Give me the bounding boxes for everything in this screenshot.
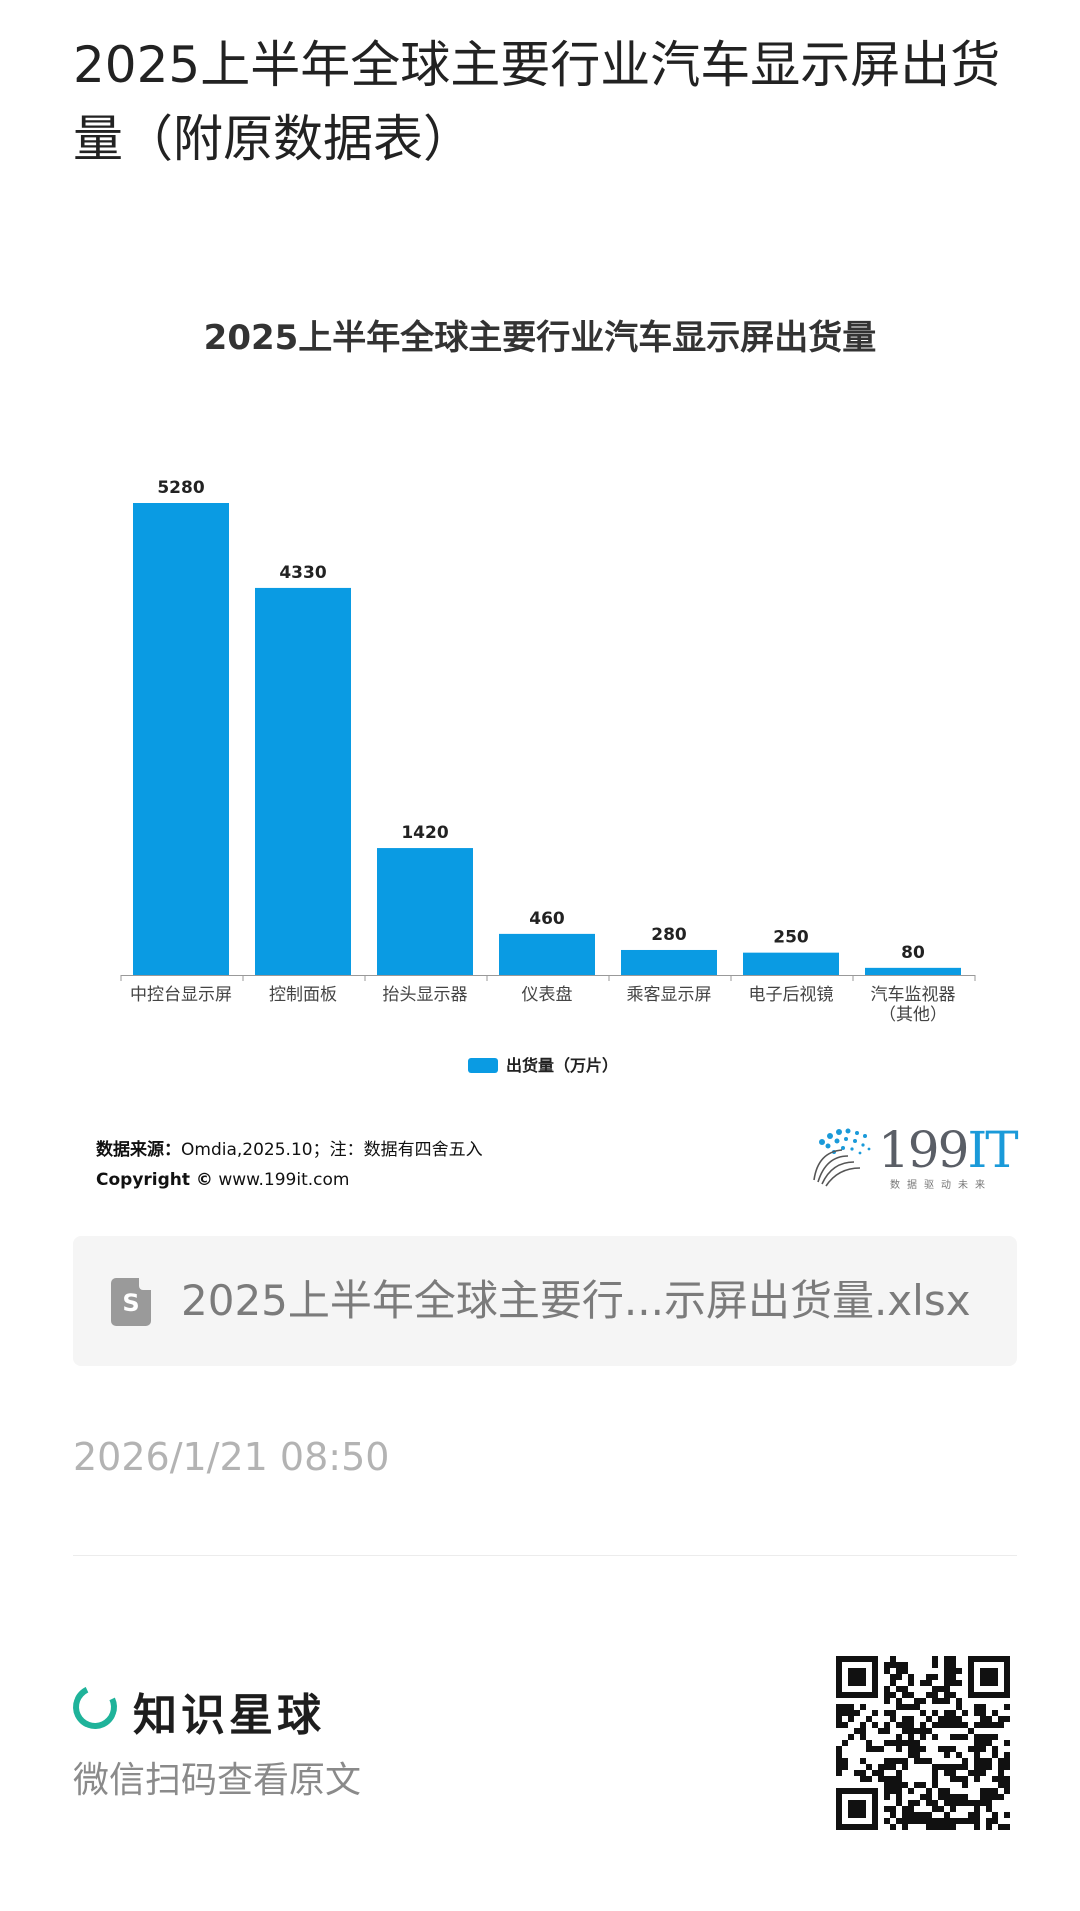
source-text: Omdia,2025.10；注：数据有四舍五入 — [181, 1140, 483, 1160]
bar — [377, 848, 473, 975]
chart-image: 2025上半年全球主要行业汽车显示屏出货量 5280 中控台显示屏 4330 控制面板… — [0, 290, 1080, 1090]
file-name: 2025上半年全球主要行...示屏出货量.xlsx — [181, 1276, 971, 1325]
logo-tagline: 数据驱动未来 — [890, 1180, 992, 1191]
copyright-text: www.199it.com — [212, 1170, 350, 1190]
bar — [499, 933, 595, 975]
brand-name: 知识星球 — [133, 1690, 325, 1741]
zsxq-logo-icon — [66, 1678, 124, 1736]
bar-value-label: 460 — [529, 909, 565, 929]
bar — [621, 949, 717, 975]
legend-swatch — [468, 1058, 498, 1073]
logo-199it: 199IT 数据驱动未来 — [808, 1122, 1019, 1194]
copyright-label: Copyright © — [96, 1170, 213, 1190]
chart-title: 2025上半年全球主要行业汽车显示屏出货量 — [203, 318, 877, 358]
post-timestamp: 2026/1/21 08:50 — [73, 1435, 390, 1479]
x-tick-label: 控制面板 — [269, 985, 337, 1005]
bar-value-label: 4330 — [279, 563, 326, 583]
source-note: 数据来源：Omdia,2025.10；注：数据有四舍五入 Copyright ©… — [96, 1135, 483, 1195]
bar-chart: 5280 中控台显示屏 4330 控制面板 1420 抬头显示器 460 仪表盘 280 乘客显示… — [120, 478, 976, 1075]
qr-code-icon[interactable] — [836, 1656, 1010, 1830]
page-title: 2025上半年全球主要行业汽车显示屏出货量（附原数据表） — [73, 36, 1001, 168]
spreadsheet-file-icon: S — [111, 1278, 151, 1326]
bar — [255, 587, 351, 975]
bar-value-label: 80 — [901, 943, 925, 963]
logo-wordmark: 199IT — [878, 1121, 1019, 1179]
bar-value-label: 250 — [773, 928, 809, 948]
divider — [73, 1555, 1017, 1556]
source-label: 数据来源： — [96, 1140, 181, 1160]
x-tick-label: 乘客显示屏 — [627, 985, 712, 1005]
legend-label: 出货量（万片） — [506, 1056, 618, 1075]
x-tick-label: 电子后视镜 — [749, 985, 834, 1005]
x-tick-label: 汽车监视器 — [871, 985, 956, 1005]
bar — [133, 503, 229, 975]
scan-hint: 微信扫码查看原文 — [73, 1760, 362, 1801]
x-tick-label: 抬头显示器 — [383, 985, 468, 1005]
bar — [865, 967, 961, 975]
bar — [743, 952, 839, 975]
bar-value-label: 280 — [651, 925, 687, 945]
x-tick-label: （其他） — [879, 1005, 947, 1025]
bar-value-label: 1420 — [401, 823, 448, 843]
x-tick-label: 中控台显示屏 — [130, 985, 232, 1005]
dots-logo-icon — [813, 1128, 871, 1187]
bar-value-label: 5280 — [157, 478, 204, 498]
x-tick-label: 仪表盘 — [522, 985, 573, 1005]
attachment-file-card[interactable]: S 2025上半年全球主要行...示屏出货量.xlsx — [73, 1236, 1017, 1366]
